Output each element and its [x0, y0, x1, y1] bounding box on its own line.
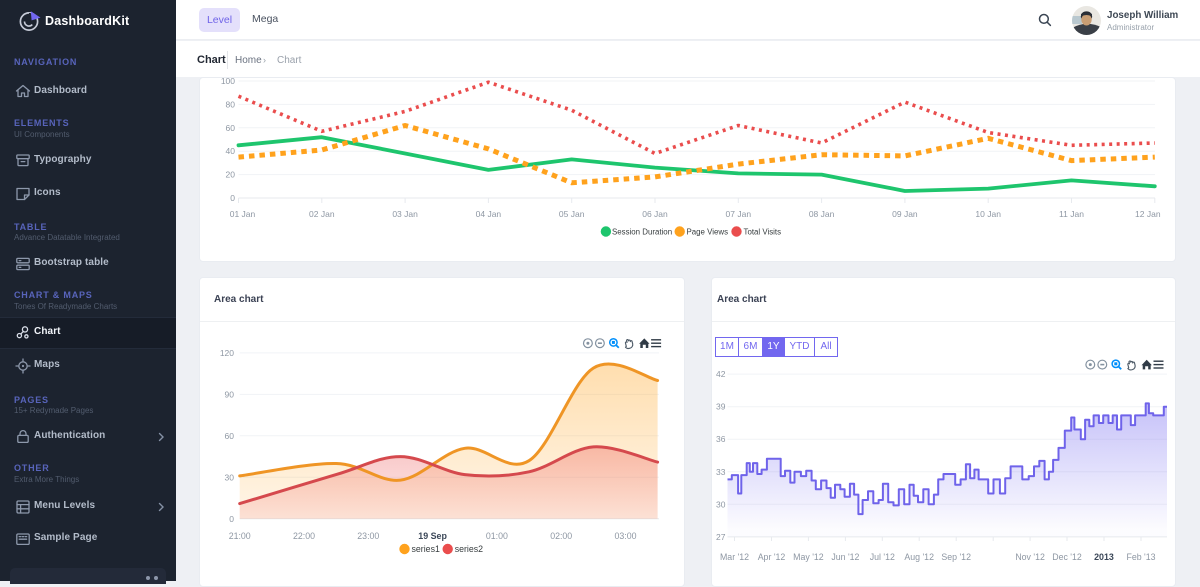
svg-text:May '12: May '12 — [793, 552, 824, 562]
svg-text:09 Jan: 09 Jan — [892, 209, 918, 219]
svg-text:Dec '12: Dec '12 — [1052, 552, 1082, 562]
svg-text:90: 90 — [225, 389, 235, 399]
svg-text:2013: 2013 — [1094, 552, 1114, 562]
svg-text:36: 36 — [716, 434, 726, 444]
svg-text:Page Views: Page Views — [687, 228, 729, 237]
svg-text:Session Duration: Session Duration — [612, 228, 672, 237]
svg-text:33: 33 — [716, 467, 726, 477]
svg-text:03:00: 03:00 — [614, 531, 636, 541]
svg-text:Jul '12: Jul '12 — [870, 552, 895, 562]
svg-text:100: 100 — [221, 76, 235, 86]
svg-text:19 Sep: 19 Sep — [418, 531, 447, 541]
svg-text:01:00: 01:00 — [486, 531, 508, 541]
svg-text:23:00: 23:00 — [357, 531, 379, 541]
svg-text:Aug '12: Aug '12 — [904, 552, 934, 562]
svg-text:12 Jan: 12 Jan — [1135, 209, 1161, 219]
svg-text:10 Jan: 10 Jan — [975, 209, 1001, 219]
svg-text:04 Jan: 04 Jan — [476, 209, 502, 219]
svg-text:Total Visits: Total Visits — [744, 228, 782, 237]
svg-text:60: 60 — [225, 431, 235, 441]
svg-text:02 Jan: 02 Jan — [309, 209, 335, 219]
svg-text:Feb '13: Feb '13 — [1126, 552, 1155, 562]
svg-text:01 Jan: 01 Jan — [230, 209, 256, 219]
svg-text:30: 30 — [716, 499, 726, 509]
svg-text:80: 80 — [226, 99, 236, 109]
svg-text:40: 40 — [226, 146, 236, 156]
svg-text:60: 60 — [226, 123, 236, 133]
svg-text:06 Jan: 06 Jan — [642, 209, 668, 219]
svg-text:11 Jan: 11 Jan — [1059, 209, 1084, 219]
svg-text:30: 30 — [225, 472, 235, 482]
svg-text:Mar '12: Mar '12 — [720, 552, 749, 562]
svg-text:03 Jan: 03 Jan — [392, 209, 418, 219]
svg-text:0: 0 — [229, 514, 234, 524]
svg-text:07 Jan: 07 Jan — [726, 209, 752, 219]
svg-text:20: 20 — [226, 170, 236, 180]
svg-text:21:00: 21:00 — [229, 531, 251, 541]
svg-text:22:00: 22:00 — [293, 531, 315, 541]
svg-text:Sep '12: Sep '12 — [941, 552, 971, 562]
svg-text:39: 39 — [716, 402, 726, 412]
svg-text:02:00: 02:00 — [550, 531, 572, 541]
svg-text:05 Jan: 05 Jan — [559, 209, 585, 219]
svg-text:Jun '12: Jun '12 — [831, 552, 859, 562]
svg-text:120: 120 — [220, 348, 234, 358]
svg-text:series1: series1 — [412, 544, 440, 554]
svg-text:27: 27 — [716, 532, 726, 542]
svg-text:42: 42 — [716, 369, 726, 379]
svg-text:Nov '12: Nov '12 — [1015, 552, 1045, 562]
svg-text:08 Jan: 08 Jan — [809, 209, 835, 219]
svg-text:0: 0 — [230, 193, 235, 203]
svg-text:series2: series2 — [455, 544, 483, 554]
svg-text:Apr '12: Apr '12 — [758, 552, 786, 562]
